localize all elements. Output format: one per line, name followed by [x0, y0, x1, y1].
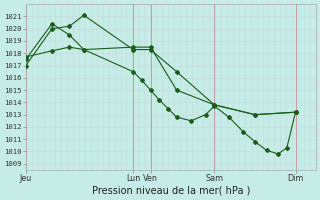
- X-axis label: Pression niveau de la mer( hPa ): Pression niveau de la mer( hPa ): [92, 186, 250, 196]
